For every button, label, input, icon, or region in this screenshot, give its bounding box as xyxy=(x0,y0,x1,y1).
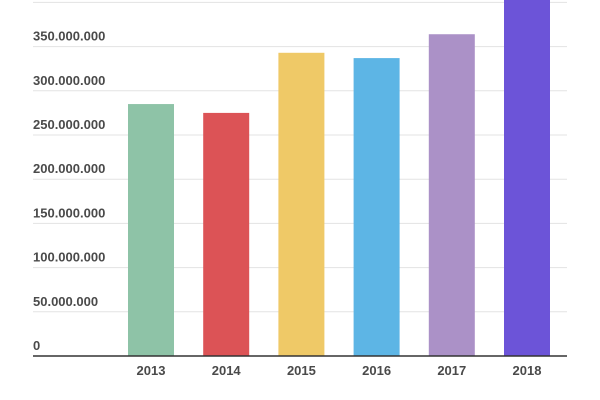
bar-2018 xyxy=(504,0,550,356)
x-tick-label: 2013 xyxy=(137,363,166,378)
x-tick-label: 2014 xyxy=(212,363,242,378)
bar-2014 xyxy=(203,112,250,357)
y-tick-label: 150.000.000 xyxy=(33,205,105,220)
y-tick-label: 350.000.000 xyxy=(33,29,105,44)
y-axis-tick-labels: 0 50.000.000 100.000.000 150.000.000 200.000… xyxy=(33,29,105,353)
x-tick-label: 2018 xyxy=(513,363,542,378)
y-tick-label: 0 xyxy=(33,338,40,353)
y-tick-label: 300.000.000 xyxy=(33,73,105,88)
x-axis-tick-labels: 2013 2014 2015 2016 2017 2018 xyxy=(137,363,542,378)
y-tick-label: 50.000.000 xyxy=(33,294,98,309)
bar-2013 xyxy=(128,104,174,356)
x-tick-label: 2016 xyxy=(362,363,391,378)
y-tick-label: 250.000.000 xyxy=(33,117,105,132)
x-tick-label: 2017 xyxy=(437,363,466,378)
bar-2017 xyxy=(428,34,475,356)
y-tick-label: 100.000.000 xyxy=(33,250,105,265)
bar-2015 xyxy=(278,52,325,357)
bar-2016 xyxy=(353,58,400,356)
x-tick-label: 2015 xyxy=(287,363,316,378)
bars xyxy=(128,0,550,357)
y-tick-label: 200.000.000 xyxy=(33,161,105,176)
